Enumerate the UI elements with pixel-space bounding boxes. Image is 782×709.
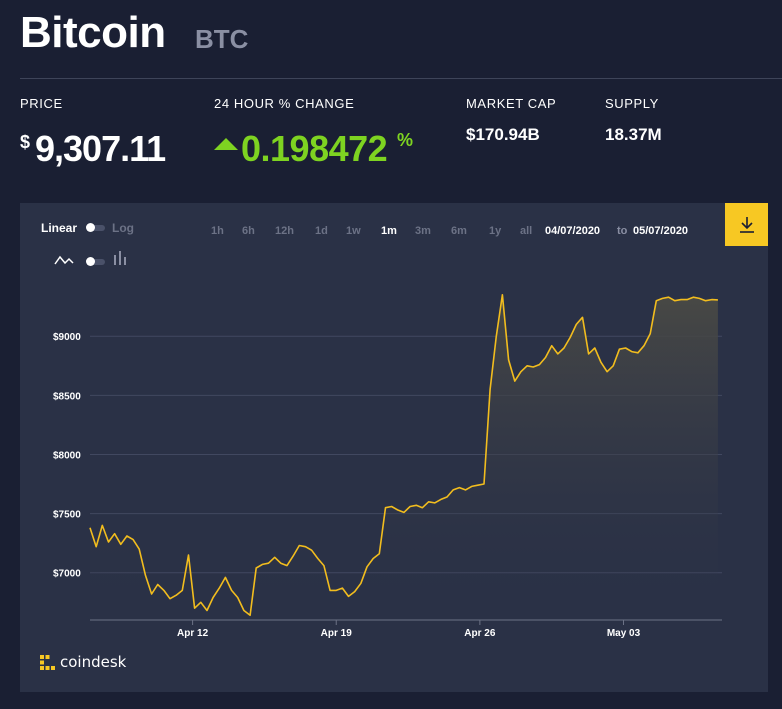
market-cap-label: MARKET CAP: [466, 96, 557, 111]
line-chart-icon[interactable]: [54, 254, 74, 266]
range-button-1w[interactable]: 1w: [346, 225, 361, 237]
coindesk-brand[interactable]: coindesk: [40, 653, 126, 671]
y-tick-label: $8500: [53, 391, 81, 402]
y-tick-label: $8000: [53, 450, 81, 461]
price-chart[interactable]: $7000 $7500 $8000 $8500 $9000 Apr 12 Apr 19 Apr…: [20, 203, 768, 643]
range-button-1m[interactable]: 1m: [381, 225, 397, 237]
arrow-up-icon: [214, 138, 238, 150]
log-label[interactable]: Log: [112, 221, 134, 235]
range-button-1y[interactable]: 1y: [489, 225, 502, 237]
market-cap-value: $170.94B: [466, 125, 540, 144]
y-tick-label: $9000: [53, 332, 81, 343]
x-tick-label: May 03: [607, 628, 641, 639]
range-button-1h[interactable]: 1h: [211, 225, 224, 237]
y-tick-label: $7500: [53, 510, 81, 521]
coindesk-logo-icon: [40, 654, 55, 670]
date-to[interactable]: 05/07/2020: [633, 225, 689, 237]
chart-style-toggle[interactable]: [86, 257, 105, 266]
header-divider: [20, 78, 782, 79]
coin-ticker: BTC: [195, 24, 249, 54]
date-to-word: to: [617, 225, 628, 237]
range-button-12h[interactable]: 12h: [275, 225, 294, 237]
price-currency: $: [20, 132, 31, 152]
x-tick-label: Apr 26: [464, 628, 496, 639]
range-button-3m[interactable]: 3m: [415, 225, 431, 237]
y-tick-label: $7000: [53, 569, 81, 580]
linear-label[interactable]: Linear: [41, 221, 78, 235]
download-button[interactable]: [725, 203, 768, 246]
price-area-fill: [90, 294, 718, 620]
date-from[interactable]: 04/07/2020: [545, 225, 601, 237]
x-tick-label: Apr 19: [321, 628, 353, 639]
candlestick-icon[interactable]: [113, 251, 127, 267]
price-label: PRICE: [20, 96, 63, 111]
brand-name: coindesk: [60, 653, 127, 671]
range-button-6m[interactable]: 6m: [451, 225, 467, 237]
scale-toggle[interactable]: [86, 223, 105, 232]
download-icon: [739, 216, 754, 233]
change-unit: %: [397, 130, 414, 150]
change-label: 24 HOUR % CHANGE: [214, 96, 355, 111]
change-value: 0.198472: [241, 128, 388, 169]
range-button-6h[interactable]: 6h: [242, 225, 255, 237]
price-line: [89, 294, 718, 617]
x-tick-label: Apr 12: [177, 628, 209, 639]
coin-name: Bitcoin: [20, 8, 166, 57]
supply-value: 18.37M: [605, 125, 662, 144]
chart-panel: Linear Log 1h 6h 12h 1d 1w 1m 3m 6m 1y all 04/07/…: [20, 203, 768, 692]
range-button-all[interactable]: all: [520, 225, 533, 237]
supply-label: SUPPLY: [605, 96, 659, 111]
price-value: 9,307.11: [35, 128, 166, 169]
range-button-1d[interactable]: 1d: [315, 225, 328, 237]
